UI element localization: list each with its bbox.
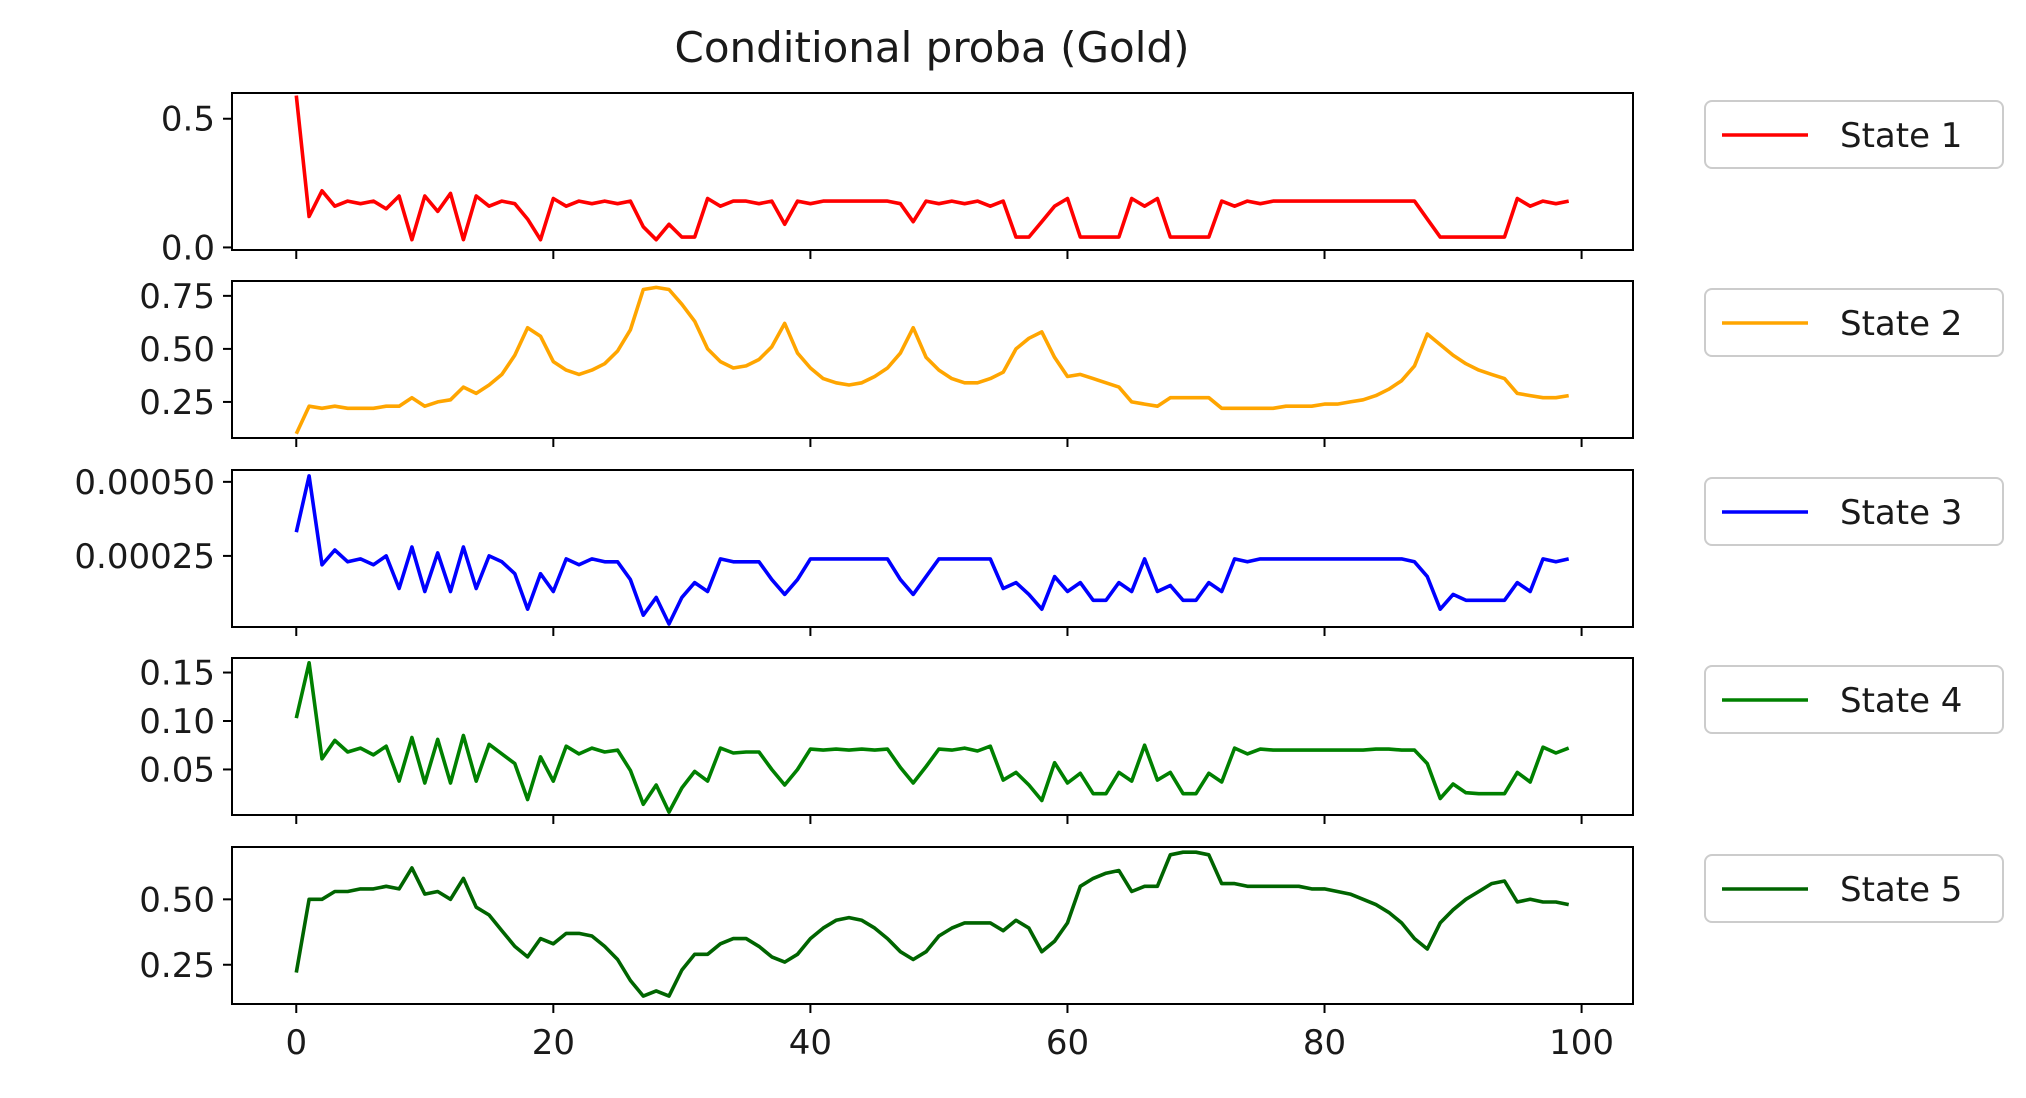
series-line-state-1 xyxy=(294,95,1570,242)
x-tick-label: 100 xyxy=(1549,1023,1614,1063)
y-tick-label: 0.0 xyxy=(161,228,215,268)
y-tick-label: 0.00050 xyxy=(74,463,215,503)
legend-box xyxy=(1704,288,2004,357)
subplot-5: 0.25 0.50 0 20 40 60 80 100 xyxy=(139,846,1634,1063)
legend-label: State 5 xyxy=(1840,870,1962,910)
y-tick-label: 0.10 xyxy=(139,702,215,742)
axes-frame xyxy=(231,92,1634,251)
chart-title: Conditional proba (Gold) xyxy=(675,23,1190,72)
legend-box xyxy=(1704,477,2004,546)
axes-frame xyxy=(231,846,1634,1005)
series-line-state-3 xyxy=(294,474,1570,626)
legend-label: State 2 xyxy=(1840,304,1962,344)
legend-box xyxy=(1704,665,2004,734)
y-tick-label: 0.75 xyxy=(139,277,215,317)
y-tick-label: 0.5 xyxy=(161,100,215,140)
legend-state-5: State 5 xyxy=(1704,854,2004,923)
legend-box xyxy=(1704,854,2004,923)
subplot-3: 0.00025 0.00050 xyxy=(74,463,1634,636)
y-tick-label: 0.50 xyxy=(139,880,215,920)
series-line-state-5 xyxy=(294,850,1570,998)
legend-label: State 3 xyxy=(1840,493,1962,533)
axes-frame xyxy=(231,280,1634,439)
x-tick-label: 0 xyxy=(285,1023,307,1063)
series-line-state-2 xyxy=(294,285,1569,435)
subplot-1: 0.0 0.5 xyxy=(161,92,1634,268)
y-tick-label: 0.05 xyxy=(139,750,215,790)
x-tick-label: 20 xyxy=(532,1023,575,1063)
subplot-stack: 0.0 0.5 0.25 0.50 0.75 0.00025 0.00050 0.05 0.10… xyxy=(74,92,1634,1063)
y-tick-label: 0.50 xyxy=(139,330,215,370)
legend-state-2: State 2 xyxy=(1704,288,2004,357)
subplot-4: 0.05 0.10 0.15 xyxy=(139,654,1634,824)
y-tick-label: 0.25 xyxy=(139,946,215,986)
legend-label: State 4 xyxy=(1840,681,1962,721)
legend-state-4: State 4 xyxy=(1704,665,2004,734)
x-tick-label: 80 xyxy=(1303,1023,1346,1063)
legend-state-3: State 3 xyxy=(1704,477,2004,546)
x-tick-label: 60 xyxy=(1046,1023,1089,1063)
axes-frame xyxy=(231,469,1634,628)
axes-frame xyxy=(231,657,1634,816)
legend-box xyxy=(1704,100,2004,169)
y-tick-label: 0.15 xyxy=(139,654,215,694)
legend-label: State 1 xyxy=(1840,116,1962,156)
x-tick-label: 40 xyxy=(789,1023,832,1063)
legend-state-1: State 1 xyxy=(1704,100,2004,169)
y-tick-label: 0.25 xyxy=(139,383,215,423)
y-tick-label: 0.00025 xyxy=(74,537,215,577)
subplot-2: 0.25 0.50 0.75 xyxy=(139,277,1634,447)
series-line-state-4 xyxy=(294,660,1570,814)
legend-stack: State 1 State 2 State 3 State 4 State 5 xyxy=(1704,100,2004,923)
